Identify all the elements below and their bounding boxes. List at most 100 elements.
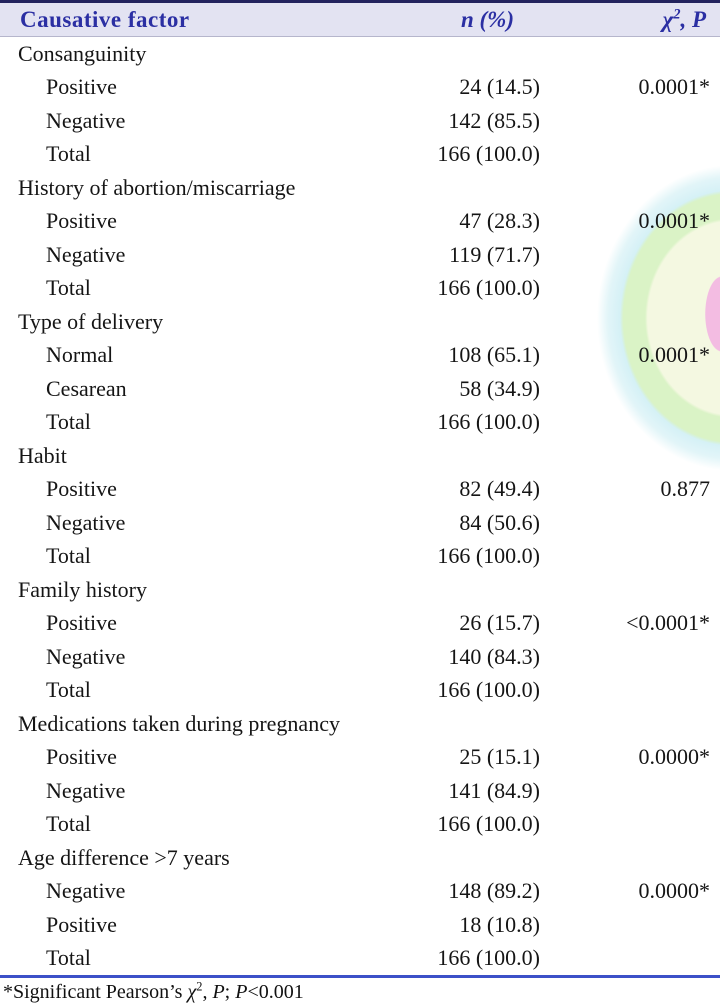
n-percent-value: 18 (10.8) — [459, 911, 540, 937]
n-percent-value: 58 (34.9) — [459, 375, 540, 401]
n-percent-value: 108 (65.1) — [448, 342, 540, 368]
row-label: Negative — [46, 777, 126, 803]
table-row: Total 166 (100.0) — [0, 942, 720, 976]
table-row: Positive 82 (49.4) 0.877 — [0, 473, 720, 507]
row-label: Normal — [46, 342, 114, 368]
row-label: Positive — [46, 911, 117, 937]
header-causative-factor: Causative factor — [20, 6, 190, 32]
row-label: Cesarean — [46, 375, 127, 401]
p-value: 0.0000* — [638, 878, 711, 904]
table-row: Total 166 (100.0) — [0, 808, 720, 842]
row-label: Positive — [46, 610, 117, 636]
row-label: Positive — [46, 476, 117, 502]
n-percent-value: 84 (50.6) — [459, 509, 540, 535]
table-row: Normal 108 (65.1) 0.0001* — [0, 339, 720, 373]
n-percent-value: 141 (84.9) — [448, 777, 540, 803]
n-percent-value: 166 (100.0) — [437, 677, 540, 703]
row-label: Total — [46, 543, 91, 569]
row-label: Negative — [46, 643, 126, 669]
p-value: <0.0001* — [626, 610, 710, 636]
n-percent-value: 148 (89.2) — [448, 878, 540, 904]
table-row: Cesarean 58 (34.9) — [0, 372, 720, 406]
row-label: Total — [46, 811, 91, 837]
table-row: Total 166 (100.0) — [0, 138, 720, 172]
table-row: Negative 119 (71.7) — [0, 238, 720, 272]
n-percent-value: 119 (71.7) — [449, 241, 540, 267]
p-value: 0.877 — [660, 476, 711, 502]
factor-group-label: Age difference >7 years — [18, 844, 230, 870]
row-label: Total — [46, 945, 91, 971]
row-label: Positive — [46, 208, 117, 234]
factor-group-row: History of abortion/miscarriage — [0, 171, 720, 205]
factor-group-label: History of abortion/miscarriage — [18, 174, 296, 200]
row-label: Negative — [46, 241, 126, 267]
factor-group-row: Habit — [0, 439, 720, 473]
factor-group-row: Age difference >7 years — [0, 841, 720, 875]
header-n-percent: n (%) — [460, 6, 515, 32]
n-percent-value: 26 (15.7) — [459, 610, 540, 636]
footnote-p-symbol: P — [235, 981, 248, 1003]
row-label: Total — [46, 409, 91, 435]
row-label: Positive — [46, 744, 117, 770]
factor-group-label: Consanguinity — [18, 40, 147, 66]
row-label: Total — [46, 141, 91, 167]
chi-symbol: χ — [662, 6, 674, 32]
n-percent-value: 166 (100.0) — [437, 945, 540, 971]
row-label: Total — [46, 677, 91, 703]
bottom-rule — [0, 975, 720, 978]
table-row: Positive 25 (15.1) 0.0000* — [0, 741, 720, 775]
footnote-p-symbol: P — [212, 981, 225, 1003]
header-chi-squared-p: χ2, P — [600, 7, 720, 33]
p-label: , P — [680, 6, 706, 32]
factor-group-label: Type of delivery — [18, 308, 164, 334]
table-header-row: Causative factor n (%) χ2, P — [0, 0, 720, 37]
n-percent-value: 166 (100.0) — [437, 141, 540, 167]
factor-group-row: Family history — [0, 573, 720, 607]
footnote-text: ; — [224, 981, 236, 1003]
n-percent-value: 25 (15.1) — [459, 744, 540, 770]
factor-group-label: Family history — [18, 576, 147, 602]
footnote-text: , — [202, 981, 213, 1003]
table-row: Total 166 (100.0) — [0, 406, 720, 440]
table-row: Positive 26 (15.7) <0.0001* — [0, 607, 720, 641]
row-label: Negative — [46, 107, 126, 133]
row-label: Negative — [46, 878, 126, 904]
p-value: 0.0001* — [638, 342, 711, 368]
n-percent-value: 166 (100.0) — [437, 409, 540, 435]
n-percent-value: 140 (84.3) — [448, 643, 540, 669]
table-row: Negative 148 (89.2) 0.0000* — [0, 875, 720, 909]
footnote: *Significant Pearson’s χ2, P; P<0.001 — [0, 978, 720, 1004]
n-percent-value: 166 (100.0) — [437, 543, 540, 569]
n-percent-value: 24 (14.5) — [459, 74, 540, 100]
footnote-text: *Significant Pearson’s — [3, 981, 188, 1003]
table-row: Negative 140 (84.3) — [0, 640, 720, 674]
row-label: Negative — [46, 509, 126, 535]
table-row: Negative 84 (50.6) — [0, 506, 720, 540]
chi-superscript: 2 — [673, 5, 681, 22]
n-percent-value: 47 (28.3) — [459, 208, 540, 234]
factor-group-label: Habit — [18, 442, 67, 468]
n-percent-value: 142 (85.5) — [448, 107, 540, 133]
p-value: 0.0001* — [638, 208, 711, 234]
factor-group-row: Type of delivery — [0, 305, 720, 339]
table-row: Negative 142 (85.5) — [0, 104, 720, 138]
watermark-blob — [593, 166, 720, 470]
n-percent-value: 82 (49.4) — [459, 476, 540, 502]
footnote-chi-symbol: χ — [187, 981, 197, 1003]
table-row: Total 166 (100.0) — [0, 540, 720, 574]
p-value: 0.0001* — [638, 74, 711, 100]
table-row: Positive 18 (10.8) — [0, 908, 720, 942]
factor-group-row: Consanguinity — [0, 37, 720, 71]
table-row: Total 166 (100.0) — [0, 272, 720, 306]
footnote-chi-superscript: 2 — [196, 979, 203, 994]
n-percent-value: 166 (100.0) — [437, 811, 540, 837]
table-body: Consanguinity Positive 24 (14.5) 0.0001* Neg… — [0, 37, 720, 975]
table-row: Positive 24 (14.5) 0.0001* — [0, 71, 720, 105]
factor-group-row: Medications taken during pregnancy — [0, 707, 720, 741]
table-row: Negative 141 (84.9) — [0, 774, 720, 808]
row-label: Positive — [46, 74, 117, 100]
footnote-threshold: <0.001 — [247, 981, 304, 1003]
table-row: Total 166 (100.0) — [0, 674, 720, 708]
table-row: Positive 47 (28.3) 0.0001* — [0, 205, 720, 239]
